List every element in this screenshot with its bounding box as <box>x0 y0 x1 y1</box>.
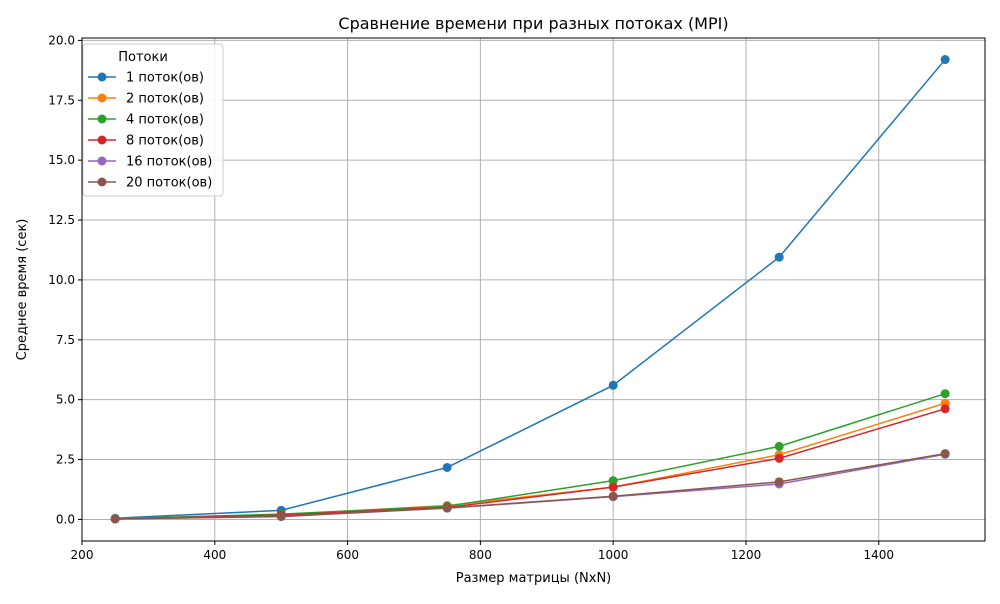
y-tick-label: 12.5 <box>48 213 75 227</box>
y-tick-label: 10.0 <box>48 273 75 287</box>
series-line <box>115 59 946 519</box>
x-tick-label: 600 <box>336 548 359 562</box>
y-tick-label: 17.5 <box>48 93 75 107</box>
legend-entry: 1 поток(ов) <box>88 71 204 86</box>
data-point <box>774 477 784 487</box>
series-20 поток(ов) <box>110 449 950 524</box>
legend-entry: 4 поток(ов) <box>88 113 204 128</box>
data-point <box>940 389 950 399</box>
data-point <box>608 491 618 501</box>
y-tick-label: 15.0 <box>48 153 75 167</box>
data-point <box>774 453 784 463</box>
data-point <box>774 252 784 262</box>
y-axis-label: Среднее время (сек) <box>15 219 30 361</box>
series-layer <box>110 55 950 524</box>
legend-label: 20 поток(ов) <box>126 176 212 191</box>
legend-swatch-marker <box>97 135 107 145</box>
data-point <box>940 55 950 65</box>
data-point <box>608 476 618 486</box>
x-tick-label: 1200 <box>731 548 762 562</box>
data-point <box>940 449 950 459</box>
x-tick-label: 400 <box>203 548 226 562</box>
legend-swatch-marker <box>97 156 107 166</box>
x-tick-label: 1400 <box>863 548 894 562</box>
legend-entry: 8 поток(ов) <box>88 134 204 149</box>
data-point <box>110 514 120 524</box>
series-line <box>115 452 946 520</box>
data-point <box>608 482 618 492</box>
x-tick-label: 200 <box>71 548 94 562</box>
legend: Потоки 1 поток(ов) 2 поток(ов) 4 поток(ов) 8… <box>82 43 224 197</box>
data-point <box>608 380 618 390</box>
legend-swatch-marker <box>97 114 107 124</box>
y-tick-label: 7.5 <box>56 333 75 347</box>
legend-swatch-marker <box>97 177 107 187</box>
y-tick-label: 5.0 <box>56 393 75 407</box>
plot-frame <box>81 37 986 542</box>
legend-label: 4 поток(ов) <box>126 113 204 128</box>
legend-label: 8 поток(ов) <box>126 134 204 149</box>
data-point <box>774 441 784 451</box>
data-point <box>940 404 950 414</box>
legend-label: 2 поток(ов) <box>126 92 204 107</box>
data-point <box>276 511 286 521</box>
axes: 200 400 600 800 1000 1200 1400 0.0 2.5 5.0 7.5 10.0… <box>48 33 894 562</box>
legend-entry: 20 поток(ов) <box>88 176 212 191</box>
y-tick-label: 2.5 <box>56 453 75 467</box>
data-point <box>442 503 452 513</box>
y-tick-label: 0.0 <box>56 512 75 526</box>
legend-entry: 16 поток(ов) <box>88 155 212 170</box>
legend-swatch-marker <box>97 93 107 103</box>
data-point <box>442 462 452 472</box>
y-tick-label: 20.0 <box>48 33 75 47</box>
legend-entry: 2 поток(ов) <box>88 92 204 107</box>
chart-title: Сравнение времени при разных потоках (MP… <box>338 14 728 33</box>
x-tick-label: 1000 <box>598 548 629 562</box>
legend-box <box>82 43 224 197</box>
legend-title: Потоки <box>118 50 168 65</box>
x-tick-label: 800 <box>469 548 492 562</box>
legend-label: 16 поток(ов) <box>126 155 212 170</box>
x-axis-label: Размер матрицы (NxN) <box>456 571 612 586</box>
legend-swatch-marker <box>97 72 107 82</box>
series-line <box>115 392 946 520</box>
legend-label: 1 поток(ов) <box>126 71 204 86</box>
series-line <box>115 408 946 520</box>
grid <box>81 38 985 541</box>
